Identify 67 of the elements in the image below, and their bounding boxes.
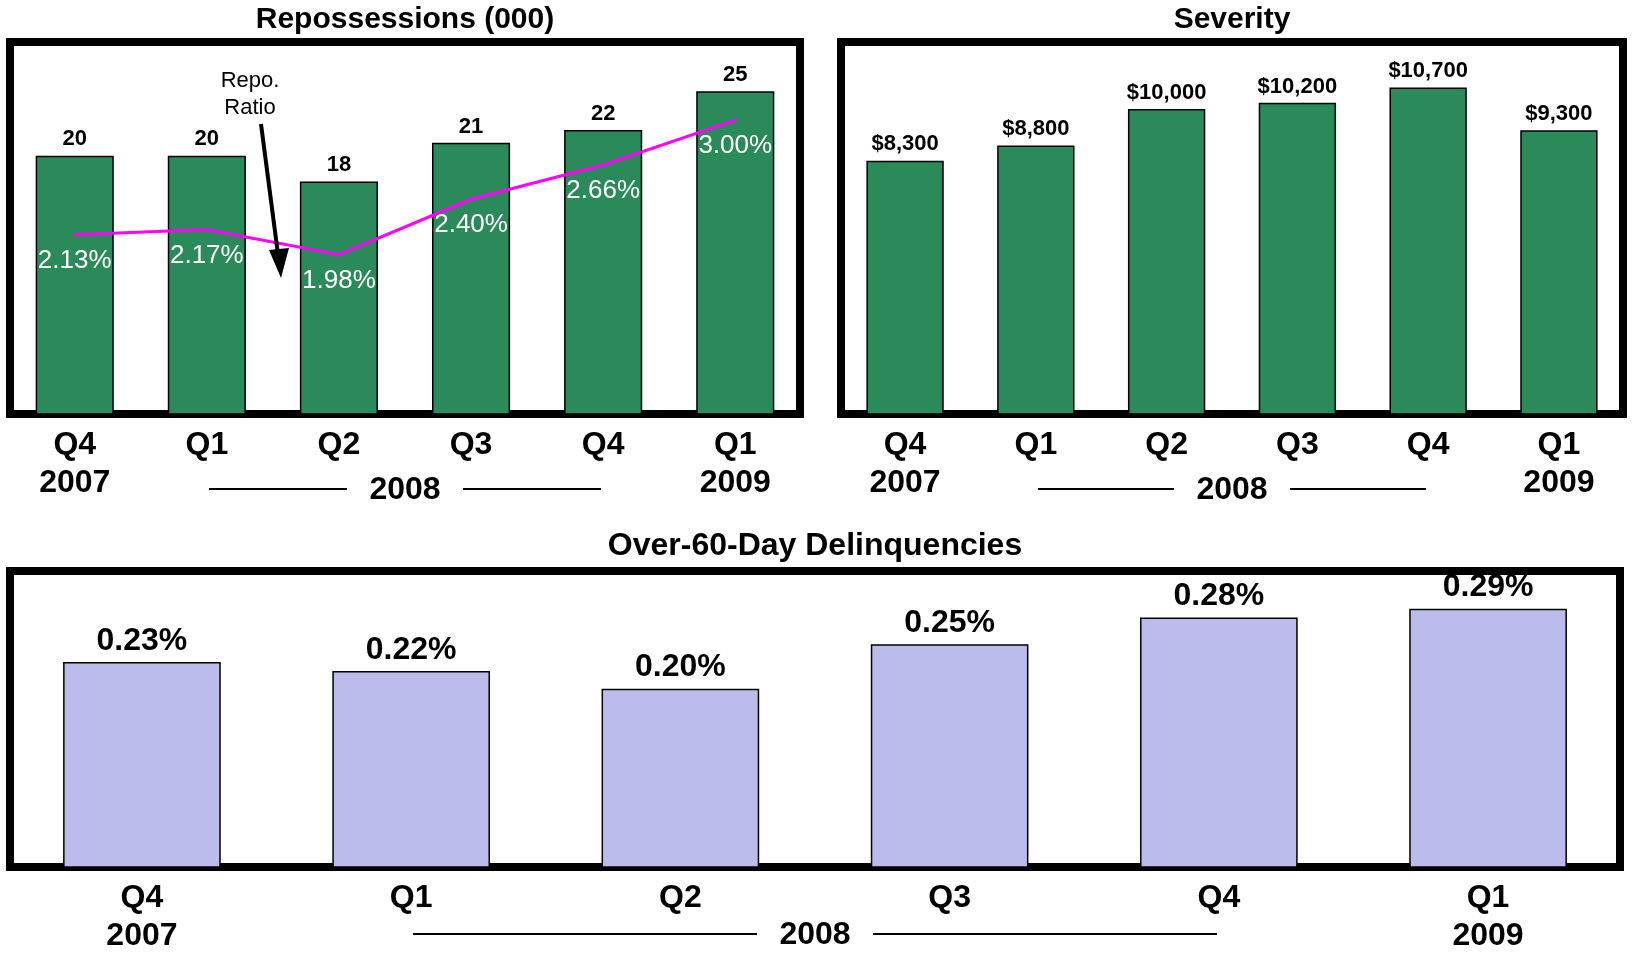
data-label: 20 — [62, 125, 87, 151]
x-tick-label: Q2 — [659, 877, 702, 914]
x-tick-label: Q1 2009 — [1452, 877, 1524, 952]
x-tick-label: Q1 — [389, 877, 433, 914]
bar — [299, 181, 379, 415]
text: 2008 — [369, 470, 441, 507]
data-label: 0.29% — [1442, 567, 1534, 604]
x-tick-label: Q1 2009 — [1523, 424, 1595, 499]
x-tick-label: Q4 2007 — [106, 877, 178, 952]
bar — [870, 644, 1029, 868]
x-tick-label: Q1 — [1014, 424, 1058, 461]
bar — [1409, 608, 1567, 868]
text: 2008 — [1196, 470, 1268, 507]
x-tick-label: Q3 — [1276, 424, 1319, 461]
bar — [601, 688, 760, 868]
bar — [1389, 87, 1467, 415]
x-tick-label: Q4 — [1197, 877, 1241, 914]
bar — [1520, 130, 1598, 415]
bar — [997, 145, 1075, 415]
data-label: 21 — [458, 112, 484, 138]
chart-title: Severity — [1173, 1, 1291, 34]
data-label: $9,300 — [1525, 99, 1593, 125]
x-tick-label: Q4 2007 — [869, 424, 941, 499]
bar — [167, 155, 246, 415]
data-label: $10,700 — [1388, 57, 1468, 83]
bar — [564, 129, 643, 415]
data-label: 2.13% — [37, 243, 112, 274]
bar — [35, 155, 114, 415]
data-label: 18 — [326, 151, 352, 177]
bar — [63, 662, 221, 868]
annotation: Repo. Ratio — [219, 66, 281, 120]
bar — [1258, 102, 1337, 415]
data-label: 0.20% — [635, 647, 726, 684]
data-label: 3.00% — [698, 129, 773, 160]
data-label: $8,300 — [871, 130, 939, 156]
data-label: 20 — [194, 125, 220, 151]
data-label: 2.66% — [566, 173, 641, 204]
x-tick-label: Q4 — [581, 424, 625, 461]
x-tick-label: Q1 — [185, 424, 229, 461]
data-label: 0.22% — [365, 629, 457, 666]
data-label: $10,200 — [1257, 72, 1338, 98]
data-label: 0.25% — [904, 603, 995, 639]
chart-title: Over-60-Day Delinquencies — [607, 526, 1023, 563]
bar — [866, 160, 944, 415]
data-label: $8,800 — [1002, 115, 1070, 141]
data-label: 0.28% — [1173, 576, 1265, 613]
chart-title: Repossessions (000) — [255, 1, 555, 34]
data-label: 22 — [590, 99, 616, 125]
data-label: 0.23% — [96, 620, 188, 657]
text: 2008 — [779, 915, 851, 952]
x-tick-label: Q3 — [449, 424, 493, 461]
data-label: 25 — [723, 61, 748, 87]
data-label: 1.98% — [302, 263, 376, 294]
data-label: 2.17% — [169, 238, 244, 269]
data-label: $10,000 — [1126, 78, 1207, 104]
x-tick-label: Q1 2009 — [699, 424, 771, 499]
x-tick-label: Q4 2007 — [39, 424, 111, 499]
data-label: 2.40% — [434, 208, 508, 239]
bar — [696, 91, 775, 415]
x-tick-label: Q2 — [317, 424, 361, 461]
bar — [1127, 108, 1206, 415]
bar — [431, 142, 511, 415]
bar — [1140, 617, 1298, 868]
bar — [332, 670, 490, 868]
x-tick-label: Q3 — [928, 877, 971, 914]
x-tick-label: Q2 — [1145, 424, 1188, 461]
x-tick-label: Q4 — [1406, 424, 1450, 461]
